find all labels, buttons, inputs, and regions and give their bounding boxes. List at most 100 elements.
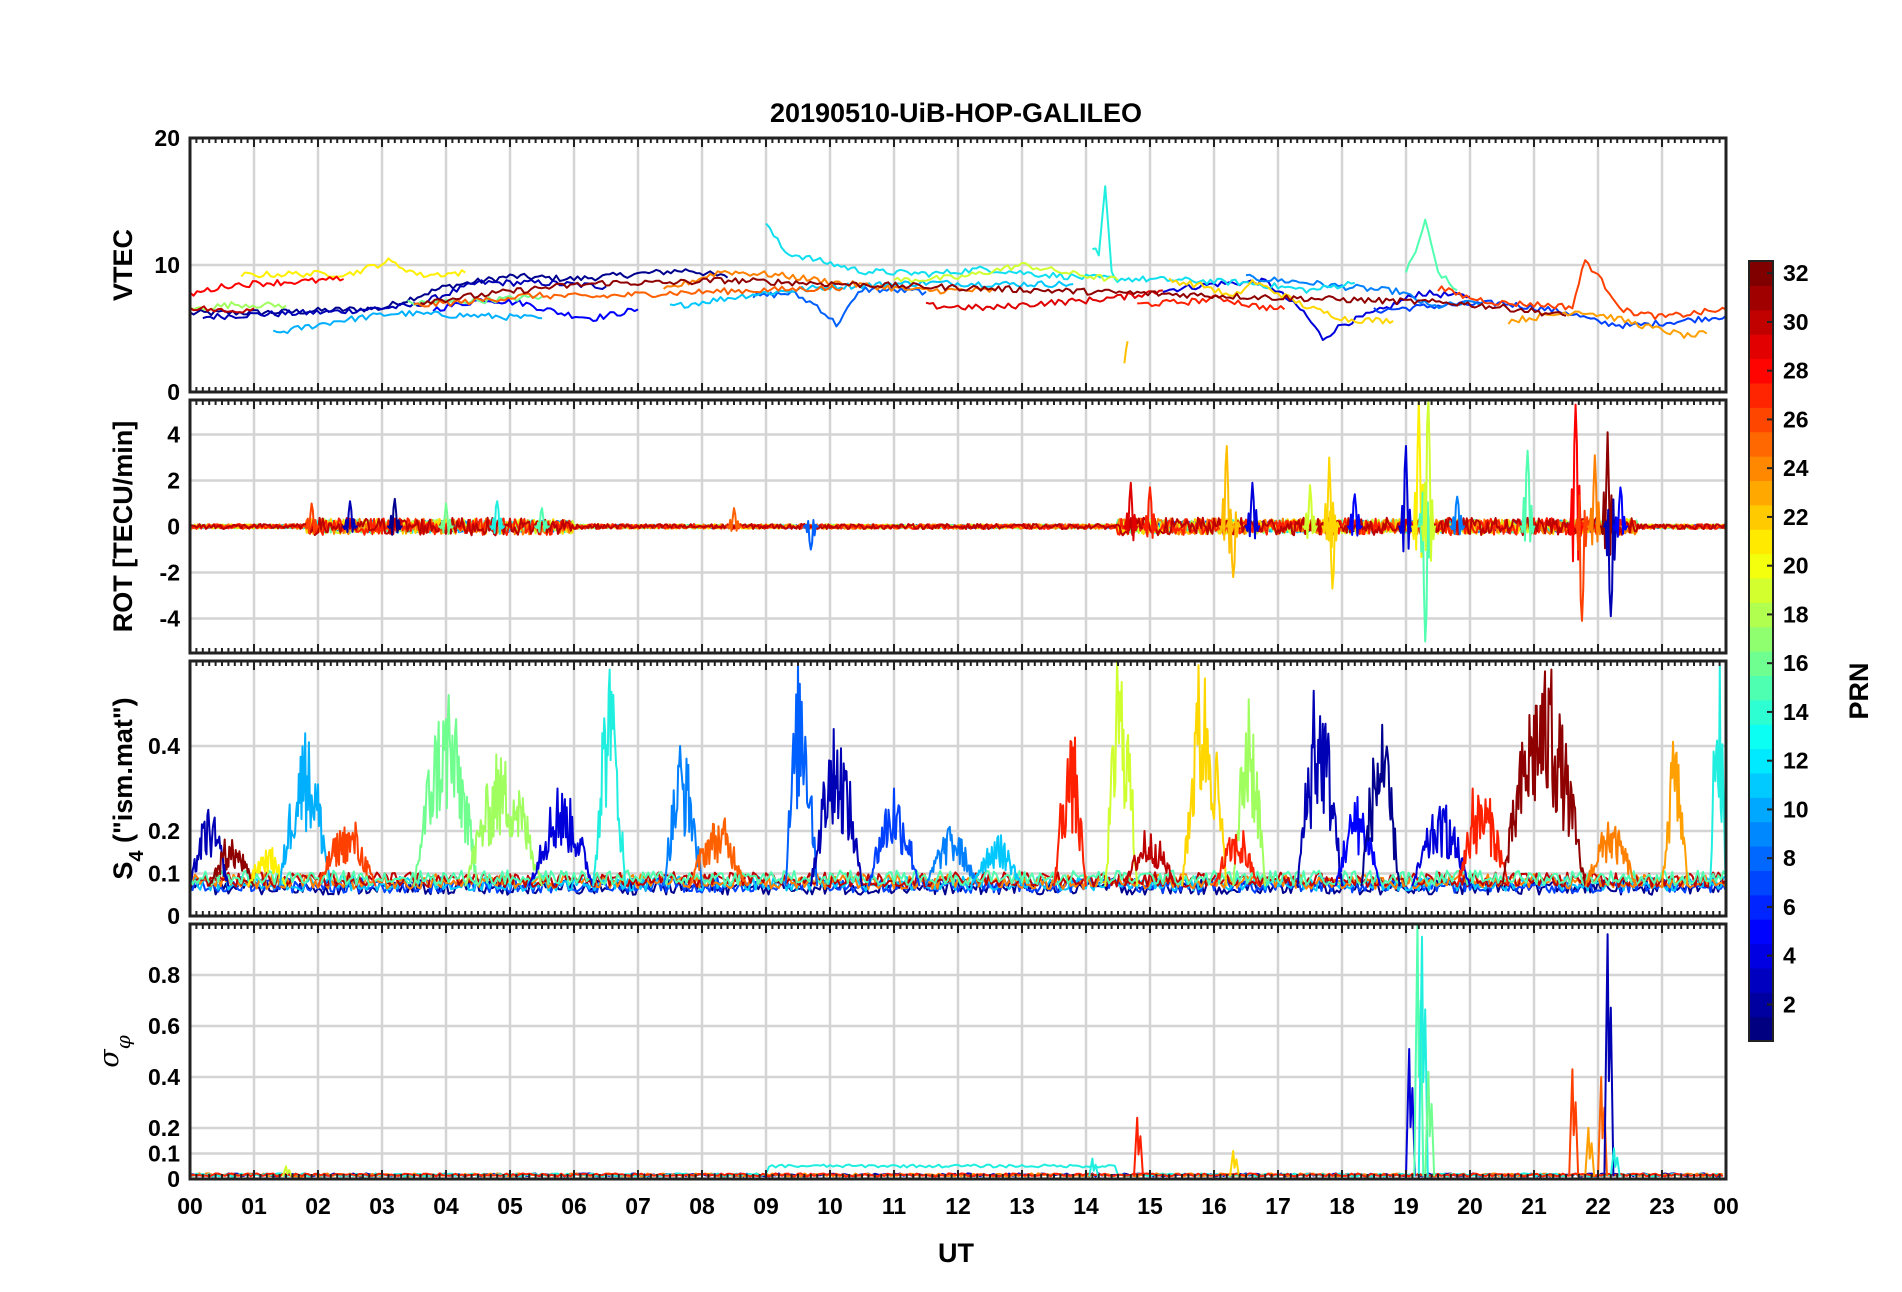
- sigphi-spike-22.25: [1609, 1147, 1621, 1177]
- s4-activity-17.9: [1334, 796, 1382, 887]
- rot-burst-8.5: [726, 507, 742, 532]
- colorbar-tick-label: 32: [1783, 260, 1809, 286]
- vtec-series-prn-32: [420, 276, 1567, 317]
- vtec-series-prn-21: [240, 257, 466, 279]
- colorbar-tick-label: 18: [1783, 601, 1809, 627]
- x-tick-label: 08: [689, 1193, 715, 1219]
- s4-activity-14.3: [1104, 661, 1139, 887]
- rot-burst-17.5: [1302, 484, 1318, 540]
- panel-rot: -4 -2 0 2 4 ROT [TECU/min]: [108, 398, 1728, 655]
- s4-activity-15.5: [1181, 664, 1228, 887]
- colorbar-tick-label: 8: [1783, 845, 1796, 871]
- vtec-series-prn-29: [190, 275, 344, 297]
- vtec-series-prn-30: [925, 289, 1163, 312]
- rot-burst-9.7: [803, 519, 819, 551]
- sigphi-spike-19.18: [1413, 924, 1425, 1177]
- colorbar-tick-label: 16: [1783, 650, 1809, 676]
- s4-activity-19.8: [1456, 787, 1510, 887]
- vtec-series-prn-27: [1437, 259, 1726, 320]
- s4-baseline-trace: [190, 869, 1726, 887]
- x-tick-label: 21: [1521, 1193, 1547, 1219]
- y-axis-label-rot: ROT [TECU/min]: [108, 421, 138, 632]
- vtec-series-prn-2: [202, 278, 607, 321]
- sigphi-spike-14.8: [1133, 1116, 1144, 1177]
- s4-activity-23.75: [1709, 664, 1726, 887]
- s4-activity-11.5: [925, 825, 979, 887]
- sigphi-spike-21.6: [1568, 1068, 1580, 1177]
- x-tick-label: 05: [497, 1193, 523, 1219]
- vtec-series-prn-6: [1373, 299, 1726, 330]
- y-tick-label: -4: [160, 606, 181, 632]
- x-tick-label: 22: [1585, 1193, 1611, 1219]
- rot-burst-18.2: [1347, 493, 1363, 537]
- sigphi-spike-16.3: [1229, 1150, 1240, 1177]
- vtec-series-prn-8: [1245, 273, 1484, 310]
- colorbar-swatch: [1749, 529, 1773, 555]
- rot-noise-trace: [190, 516, 1726, 537]
- x-tick-label: 10: [817, 1193, 843, 1219]
- y-tick-label: 0: [167, 1166, 180, 1192]
- s4-activity-3.5: [413, 694, 479, 887]
- y-tick-label: 0: [167, 514, 180, 540]
- rot-burst-22.35: [1612, 486, 1629, 538]
- colorbar-swatch: [1749, 772, 1773, 798]
- rot-burst-14.7: [1123, 481, 1139, 542]
- vtec-series-prn-23: [1123, 341, 1129, 364]
- colorbar-label: PRN: [1844, 662, 1874, 719]
- sigphi-spike-14.1: [1088, 1157, 1100, 1177]
- s4-activity-21.8: [1584, 821, 1638, 887]
- colorbar-swatch: [1749, 285, 1773, 311]
- s4-activity-1.4: [278, 732, 332, 887]
- s4-activity-14.6: [1123, 830, 1177, 887]
- colorbar-frame: [1748, 260, 1774, 1042]
- x-tick-label: 03: [369, 1193, 395, 1219]
- y-tick-label: 0.1: [148, 861, 180, 887]
- rot-burst-21.75: [1574, 494, 1590, 622]
- rot-burst-16.3: [1225, 511, 1241, 579]
- colorbar-swatch: [1749, 431, 1773, 457]
- s4-activity-20.5: [1501, 668, 1587, 887]
- rot-burst-5.5: [534, 507, 550, 533]
- vtec-series-prn-1: [190, 268, 729, 317]
- vtec-series-prn-26: [413, 284, 844, 308]
- vtec-series-prn-25: [663, 270, 997, 295]
- colorbar-swatch: [1749, 919, 1773, 945]
- colorbar-tick-label: 6: [1783, 894, 1796, 920]
- x-tick-label: 12: [945, 1193, 971, 1219]
- s4-activity-23: [1661, 740, 1689, 887]
- colorbar-swatch: [1749, 675, 1773, 701]
- s4-activity-17.3: [1296, 689, 1343, 887]
- y-tick-label: 0: [167, 903, 180, 929]
- x-tick-label: 04: [433, 1193, 459, 1219]
- colorbar-tick-label: 14: [1783, 699, 1809, 725]
- y-tick-label: 0.6: [148, 1013, 180, 1039]
- vtec-series-prn-31: [190, 305, 255, 314]
- sigphi-spike-19.05: [1405, 1048, 1416, 1177]
- x-tick-label: 13: [1009, 1193, 1035, 1219]
- colorbar-swatch: [1749, 577, 1773, 603]
- s4-activity-16.3: [1232, 698, 1267, 887]
- panel-s4: 0 0.1 0.2 0.4S4 ("ism.mat"): [108, 659, 1728, 929]
- y-axis-label-sigphi: σφ: [94, 1035, 135, 1067]
- y-tick-label: 10: [154, 252, 180, 278]
- rot-burst-19.35: [1420, 400, 1437, 562]
- vtec-series-prn-15: [1405, 218, 1458, 292]
- series-layer-rot: [190, 400, 1726, 643]
- y-tick-label: -2: [160, 560, 180, 586]
- s4-activity-19.1: [1411, 804, 1471, 887]
- panel-sigphi: 00.10.2 0.4 0.6 0.8 σφ: [94, 922, 1728, 1192]
- s4-activity-0.9: [246, 847, 287, 887]
- x-tick-label: 17: [1265, 1193, 1291, 1219]
- vtec-series-prn-22: [1168, 277, 1394, 325]
- colorbar-tick-label: 30: [1783, 309, 1809, 335]
- colorbar-tick-label: 12: [1783, 748, 1809, 774]
- rot-burst-17.85: [1324, 510, 1341, 590]
- sigphi-spike-1.5: [281, 1165, 293, 1177]
- y-tick-label: 0.2: [148, 818, 180, 844]
- y-tick-label: 20: [154, 125, 180, 151]
- x-tick-label: 07: [625, 1193, 651, 1219]
- colorbar-tick-label: 28: [1783, 358, 1809, 384]
- series-layer-s4: [190, 661, 1726, 896]
- x-tick-label: 11: [882, 1193, 907, 1219]
